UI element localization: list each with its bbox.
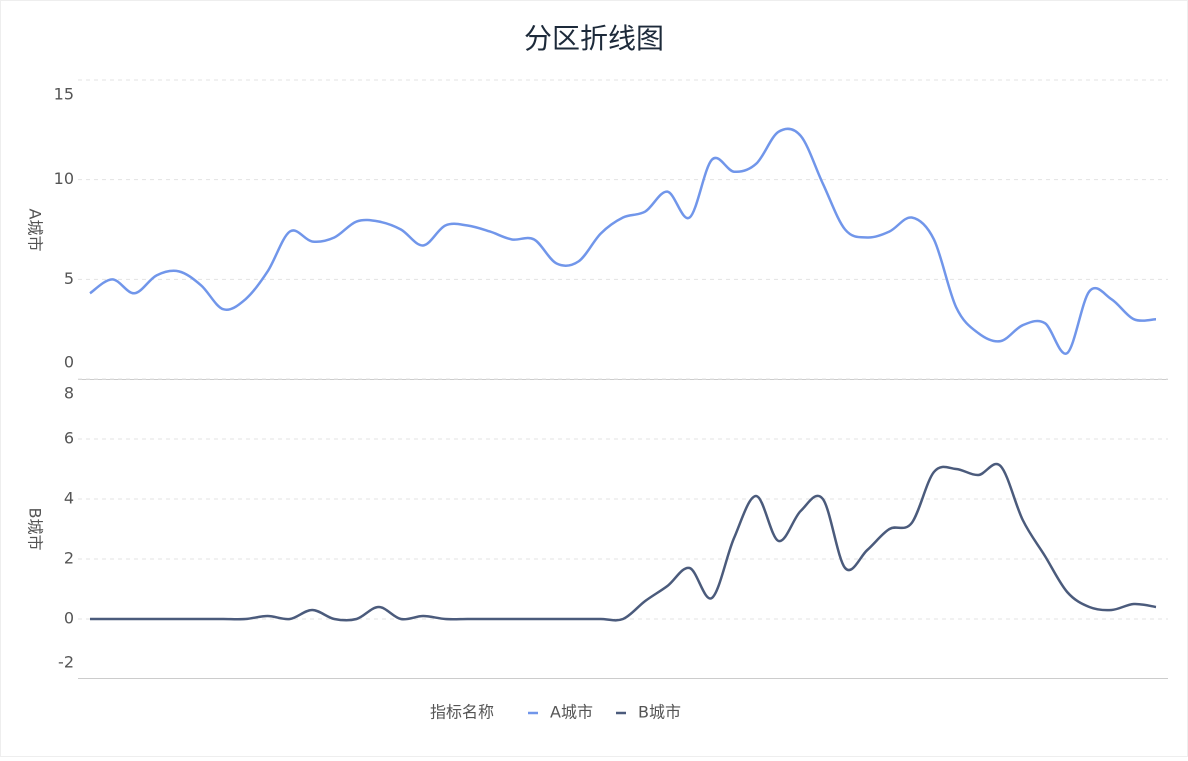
- legend-label: B城市: [638, 703, 681, 722]
- line: [89, 127, 1157, 355]
- legend-title: 指标名称: [430, 703, 494, 722]
- y-tick-label: 4: [64, 489, 74, 508]
- y-tick-label: 6: [64, 429, 74, 448]
- y-tick-label: 15: [54, 85, 74, 104]
- line: [90, 462, 1157, 622]
- y-tick-label: 8: [64, 384, 74, 403]
- y-tick-label: 0: [64, 609, 74, 628]
- chart-title: 分区折线图: [524, 22, 664, 55]
- y-tick-label: 0: [64, 353, 74, 372]
- y-tick-label: 10: [54, 169, 74, 188]
- legend-label: A城市: [550, 703, 593, 722]
- y-tick-label: 2: [64, 549, 74, 568]
- y-axis-label: B城市: [26, 508, 45, 551]
- y-axis-label: A城市: [26, 209, 45, 252]
- y-tick-label: -2: [58, 653, 74, 672]
- y-tick-label: 5: [64, 269, 74, 288]
